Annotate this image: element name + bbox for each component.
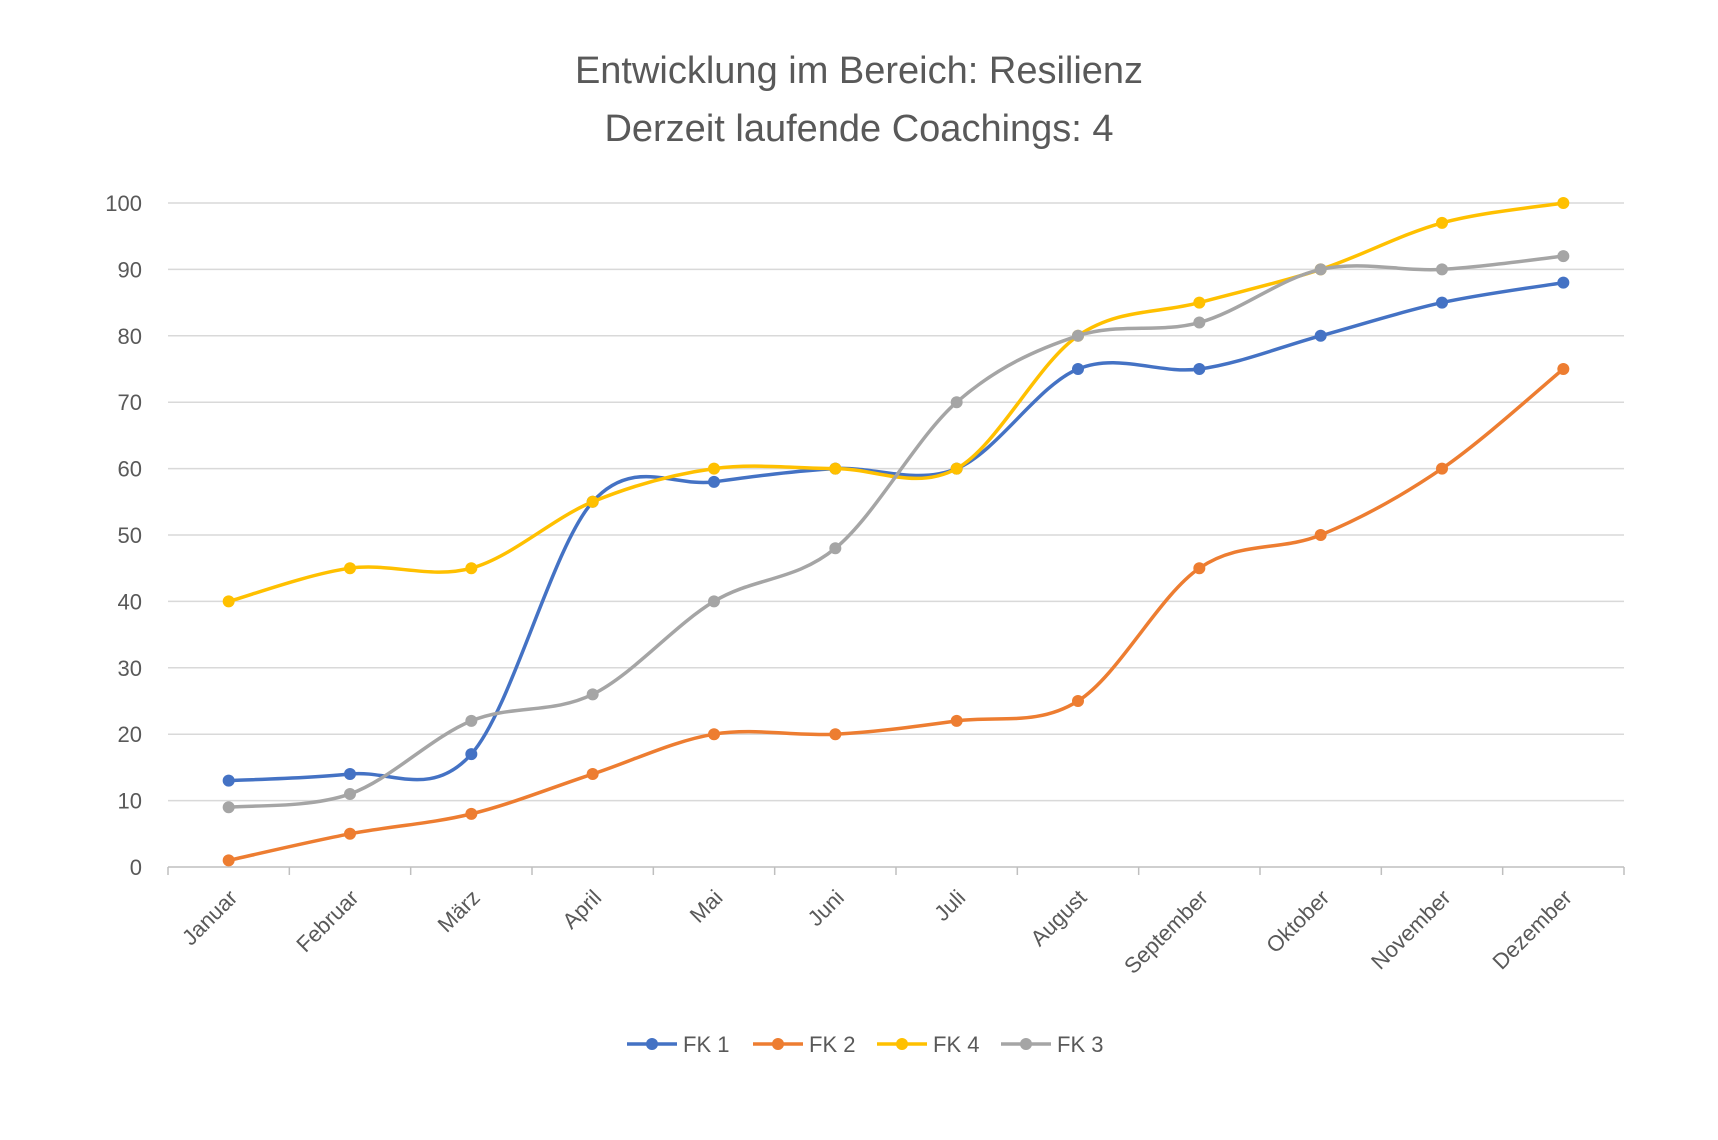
legend-swatch-marker bbox=[1020, 1038, 1032, 1050]
x-tick-label: April bbox=[557, 885, 606, 934]
legend-swatch-marker bbox=[646, 1038, 658, 1050]
data-point bbox=[465, 562, 478, 575]
data-point bbox=[344, 562, 356, 575]
data-point bbox=[465, 807, 478, 820]
series-group bbox=[222, 197, 1570, 867]
data-point bbox=[1193, 363, 1206, 375]
gridlines bbox=[168, 202, 1624, 802]
x-tick-label: Januar bbox=[177, 885, 242, 950]
data-point bbox=[1314, 263, 1327, 276]
x-tick-label: November bbox=[1366, 885, 1455, 974]
data-point bbox=[465, 714, 478, 727]
x-tick-label: März bbox=[433, 885, 485, 937]
data-point bbox=[1557, 363, 1570, 375]
data-point bbox=[1557, 250, 1570, 263]
data-point bbox=[1072, 363, 1084, 375]
data-point bbox=[1193, 562, 1206, 575]
x-tick-label: September bbox=[1119, 885, 1213, 979]
x-tick-label: Mai bbox=[685, 885, 728, 928]
legend-item: FK 2 bbox=[753, 1032, 855, 1057]
x-tick-label: Dezember bbox=[1487, 885, 1576, 974]
data-point bbox=[829, 728, 842, 741]
data-point bbox=[344, 787, 356, 800]
series-line bbox=[226, 280, 1566, 783]
data-point bbox=[222, 595, 235, 608]
y-tick-label: 80 bbox=[118, 324, 142, 349]
legend-label: FK 2 bbox=[809, 1032, 855, 1057]
legend-item: FK 1 bbox=[627, 1032, 729, 1057]
y-tick-label: 70 bbox=[118, 390, 142, 415]
data-point bbox=[1436, 462, 1448, 475]
series-fk-1 bbox=[222, 276, 1570, 787]
x-tick-label: Oktober bbox=[1261, 885, 1334, 958]
series-line bbox=[226, 254, 1566, 809]
x-axis: Januar Februar März April Mai Juni Juli August S… bbox=[167, 866, 1625, 979]
y-tick-label: 20 bbox=[118, 722, 142, 747]
y-axis: 0 10 20 30 40 50 60 70 80 90 100 bbox=[105, 191, 142, 880]
x-tick-label: Juli bbox=[929, 885, 970, 926]
chart-subtitle: Derzeit laufende Coachings: 4 bbox=[604, 108, 1114, 150]
legend: FK 1 FK 2 FK 4 FK 3 bbox=[627, 1032, 1103, 1057]
legend-swatch-marker bbox=[772, 1038, 784, 1050]
data-point bbox=[829, 462, 842, 475]
data-point bbox=[465, 748, 478, 761]
series-line bbox=[226, 367, 1566, 863]
data-point bbox=[1193, 316, 1206, 329]
chart-title-block: Entwicklung im Bereich: Resilienz Derzei… bbox=[0, 42, 1718, 158]
data-point bbox=[222, 801, 235, 814]
legend-label: FK 1 bbox=[683, 1032, 729, 1057]
data-point bbox=[1557, 197, 1570, 209]
data-point bbox=[1436, 296, 1448, 309]
data-point bbox=[1436, 216, 1448, 229]
data-point bbox=[708, 728, 720, 741]
x-tick-label: Juni bbox=[803, 885, 849, 931]
legend-item: FK 3 bbox=[1001, 1032, 1103, 1057]
y-tick-label: 90 bbox=[118, 257, 142, 282]
data-point bbox=[708, 475, 720, 488]
data-point bbox=[1557, 276, 1570, 289]
y-tick-label: 10 bbox=[118, 789, 142, 814]
y-tick-label: 0 bbox=[130, 855, 142, 880]
legend-label: FK 3 bbox=[1057, 1032, 1103, 1057]
data-point bbox=[950, 396, 963, 409]
x-tick-label: August bbox=[1025, 885, 1091, 951]
data-point bbox=[708, 595, 720, 608]
legend-item: FK 4 bbox=[877, 1032, 979, 1057]
y-tick-label: 100 bbox=[105, 191, 142, 216]
data-point bbox=[1436, 263, 1448, 276]
chart-title: Entwicklung im Bereich: Resilienz bbox=[574, 50, 1144, 92]
data-point bbox=[344, 827, 356, 840]
data-point bbox=[1314, 529, 1327, 541]
y-tick-label: 40 bbox=[118, 589, 142, 614]
data-point bbox=[829, 542, 842, 555]
y-tick-label: 30 bbox=[118, 656, 142, 681]
x-tick-label: Februar bbox=[291, 885, 363, 957]
legend-label: FK 4 bbox=[933, 1032, 979, 1057]
data-point bbox=[586, 495, 599, 508]
data-point bbox=[1072, 695, 1084, 707]
data-point bbox=[344, 768, 356, 781]
data-point bbox=[586, 688, 599, 701]
data-point bbox=[1072, 329, 1084, 342]
data-point bbox=[1314, 329, 1327, 342]
y-tick-label: 60 bbox=[118, 457, 142, 482]
data-point bbox=[1193, 296, 1206, 309]
data-point bbox=[950, 714, 963, 727]
legend-swatch-marker bbox=[896, 1038, 908, 1050]
data-point bbox=[950, 462, 963, 475]
data-point bbox=[586, 768, 599, 781]
series-fk-3 bbox=[222, 250, 1570, 814]
data-point bbox=[222, 854, 235, 867]
series-fk-2 bbox=[222, 363, 1570, 867]
data-point bbox=[222, 774, 235, 787]
data-point bbox=[708, 462, 720, 475]
y-tick-label: 50 bbox=[118, 523, 142, 548]
